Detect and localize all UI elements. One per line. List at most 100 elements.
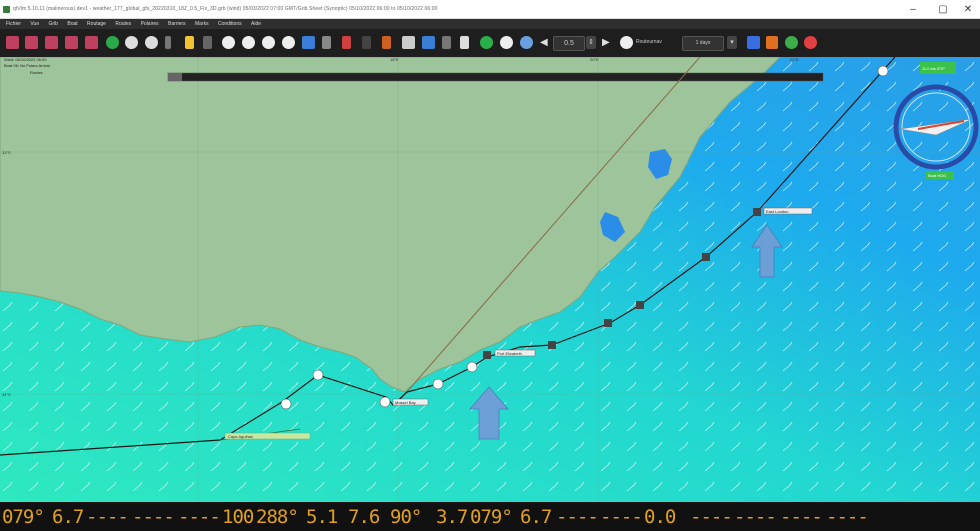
toolbar: ◀ 0.5 ⇕ ▶ Routeurnav 1 days ▾ xyxy=(0,29,980,57)
menu-item-barriers[interactable]: Barriers xyxy=(168,21,186,27)
zoom-value-field[interactable]: 0.5 xyxy=(553,36,585,51)
grib-next-icon[interactable] xyxy=(85,36,98,49)
route-mark[interactable] xyxy=(753,208,761,216)
step-forward-icon[interactable]: ▶ xyxy=(602,37,610,48)
orthodromic-line xyxy=(397,57,701,403)
waypoint[interactable] xyxy=(877,65,889,77)
bookmark-icon[interactable] xyxy=(747,36,760,49)
route-icon[interactable] xyxy=(382,36,391,49)
time-slider-handle[interactable] xyxy=(168,73,182,81)
interval-select[interactable]: 1 days xyxy=(682,36,724,51)
compass-top-text: 11.0 kts 079° xyxy=(922,66,945,71)
refresh-icon[interactable] xyxy=(106,36,119,49)
compass-ring xyxy=(893,84,979,170)
menu-item-aide[interactable]: Aide xyxy=(251,21,262,27)
route-label-box xyxy=(763,207,813,215)
warning-icon[interactable] xyxy=(766,36,778,49)
maximize-button[interactable]: ▢ xyxy=(938,4,948,15)
zoom-in-icon[interactable] xyxy=(222,36,235,49)
instrument-drift: 0.0 xyxy=(644,506,676,528)
waypoint[interactable] xyxy=(379,396,391,408)
play-icon[interactable] xyxy=(480,36,493,49)
map-info-line: Wind: 05/10/2022 06:00 xyxy=(4,57,47,62)
ruler-icon[interactable] xyxy=(322,36,331,49)
highlight-arrow xyxy=(751,224,783,278)
save-grib-icon[interactable] xyxy=(45,36,58,49)
window-title: qtVlm 5.10.11 (malinerous) dev1 - weathe… xyxy=(13,6,438,12)
route-label-text: Mossel Bay xyxy=(395,400,416,405)
map-info-line: Routes xyxy=(30,70,43,75)
zoom-spinner-icon[interactable]: ⇕ xyxy=(586,36,596,49)
polar-icon[interactable] xyxy=(402,36,415,49)
marker-icon[interactable] xyxy=(203,36,212,49)
bulb-icon[interactable] xyxy=(185,36,194,49)
time-slider[interactable] xyxy=(167,72,824,82)
route-mark[interactable] xyxy=(702,253,710,261)
grib-prev-icon[interactable] xyxy=(65,36,78,49)
lon-label: 20°E xyxy=(590,57,599,62)
compass-bottom-text: Boat HDG xyxy=(928,173,946,178)
menu-item-marks[interactable]: Marks xyxy=(194,21,209,27)
menu-item-boat[interactable]: Boat xyxy=(67,21,78,27)
waypoint[interactable] xyxy=(280,398,292,410)
route-marks xyxy=(483,208,761,359)
pencil-icon[interactable] xyxy=(342,36,351,49)
lat-label: 33°S xyxy=(2,150,11,155)
route-label-text: East London xyxy=(766,209,788,214)
step-back-icon[interactable]: ◀ xyxy=(540,37,548,48)
waypoint[interactable] xyxy=(312,369,324,381)
map-view[interactable]: Cape Agulhas Mossel Bay Port Elizabeth E… xyxy=(0,57,980,502)
mode-icon[interactable] xyxy=(620,36,633,49)
instrument-tws: 5.1 xyxy=(306,506,338,528)
instrument-rel: ---- xyxy=(690,506,733,528)
menu-item-vue[interactable]: Vue xyxy=(30,21,40,27)
instrument-dtg: ---- xyxy=(600,506,643,528)
barrier-icon[interactable] xyxy=(362,36,371,49)
instrument-cog: ---- xyxy=(86,506,129,528)
zoom-fit-icon[interactable] xyxy=(262,36,275,49)
instrument-percent: 100 xyxy=(222,506,254,528)
menu-item-conditions[interactable]: Conditions xyxy=(217,21,242,27)
zoom-out-icon[interactable] xyxy=(242,36,255,49)
open-grib-icon[interactable] xyxy=(6,36,19,49)
pointer-icon[interactable] xyxy=(442,36,451,49)
settings-icon[interactable] xyxy=(785,36,798,49)
waypoint[interactable] xyxy=(432,378,444,390)
lon-label: 18°E xyxy=(390,57,399,62)
grid-icon[interactable] xyxy=(422,36,435,49)
instrument-btw: ---- xyxy=(178,506,221,528)
menu-item-routage[interactable]: Routage xyxy=(87,21,106,27)
minimize-button[interactable]: – xyxy=(910,4,916,15)
lifebuoy-icon[interactable] xyxy=(804,36,817,49)
pin-icon[interactable] xyxy=(165,36,171,49)
close-button[interactable]: ✕ xyxy=(963,4,973,15)
heading-needle xyxy=(917,120,965,130)
lake xyxy=(648,149,672,179)
clock-icon[interactable] xyxy=(145,36,158,49)
barometer-icon[interactable] xyxy=(460,36,469,49)
lon-label: 22°E xyxy=(790,57,799,62)
waypoint[interactable] xyxy=(466,361,478,373)
interval-dropdown-icon[interactable]: ▾ xyxy=(727,36,737,49)
compass-top-badge xyxy=(920,62,956,74)
app-icon xyxy=(3,6,10,13)
route-mark[interactable] xyxy=(483,351,491,359)
menu-item-routes[interactable]: Routes xyxy=(115,21,132,27)
route-mark[interactable] xyxy=(548,341,556,349)
route-label-box xyxy=(392,398,429,406)
menu-item-fichier[interactable]: Fichier xyxy=(6,21,22,27)
record-icon[interactable] xyxy=(500,36,513,49)
route-mark[interactable] xyxy=(636,301,644,309)
zoom-select-icon[interactable] xyxy=(282,36,295,49)
route-mark[interactable] xyxy=(604,319,612,327)
menu-item-polaires[interactable]: Polaires xyxy=(140,21,159,27)
globe-icon[interactable] xyxy=(520,36,533,49)
info-icon[interactable] xyxy=(125,36,138,49)
load-grib-icon[interactable] xyxy=(25,36,38,49)
instrument-pos: ---- xyxy=(734,506,777,528)
menu-item-grib[interactable]: Grib xyxy=(48,21,58,27)
instrument-bar: 079° 6.7 ---- ---- ---- 100 288° 5.1 7.6… xyxy=(0,502,980,531)
route-label-text: Port Elizabeth xyxy=(497,351,522,356)
map-icon[interactable] xyxy=(302,36,315,49)
land-mass xyxy=(0,57,781,393)
